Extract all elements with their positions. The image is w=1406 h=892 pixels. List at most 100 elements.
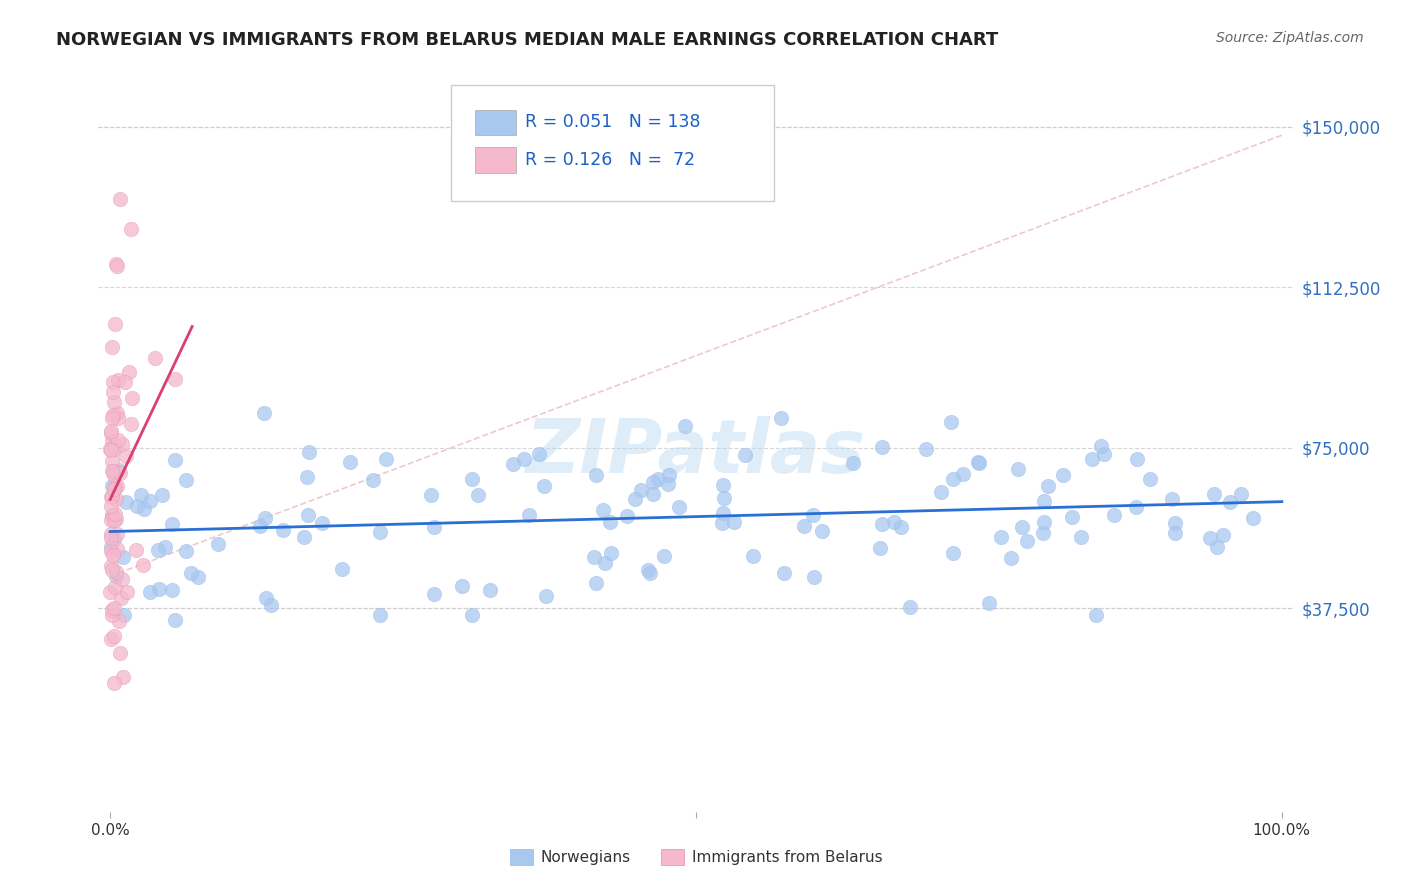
Point: [107, 410, 129, 425]
Point: [187, 570, 209, 584]
Point: [132, 502, 155, 516]
Point: [1011, 520, 1033, 534]
Point: [139, 494, 162, 508]
Point: [890, 520, 912, 534]
Point: [1036, 479, 1059, 493]
Point: [536, 589, 558, 603]
Point: [114, 375, 136, 389]
Point: [479, 583, 502, 598]
Point: [254, 591, 277, 605]
Text: Source: ZipAtlas.com: Source: ZipAtlas.com: [1216, 31, 1364, 45]
Point: [125, 499, 148, 513]
Point: [914, 442, 936, 456]
Point: [100, 426, 122, 441]
Point: [253, 406, 276, 420]
Point: [793, 519, 815, 533]
Point: [100, 425, 122, 439]
Point: [105, 259, 128, 273]
Point: [103, 408, 125, 422]
Point: [100, 442, 122, 457]
Point: [103, 532, 125, 546]
Point: [929, 484, 952, 499]
Point: [1212, 528, 1234, 542]
Point: [100, 490, 122, 504]
Point: [100, 541, 122, 555]
Point: [143, 351, 166, 365]
Point: [180, 566, 202, 581]
Point: [103, 676, 125, 690]
Point: [107, 614, 129, 628]
Point: [298, 445, 321, 459]
Point: [592, 503, 614, 517]
Point: [361, 473, 384, 487]
Point: [125, 542, 148, 557]
Point: [115, 584, 138, 599]
Point: [711, 516, 734, 530]
Point: [1202, 487, 1225, 501]
Point: [461, 607, 484, 622]
Point: [155, 540, 177, 554]
Point: [423, 520, 446, 534]
Point: [100, 489, 122, 503]
Point: [100, 544, 122, 558]
Point: [668, 500, 690, 514]
Point: [100, 531, 122, 545]
Point: [368, 524, 391, 539]
Point: [772, 566, 794, 581]
Point: [1052, 468, 1074, 483]
Point: [600, 546, 623, 560]
Point: [174, 544, 197, 558]
Point: [207, 537, 229, 551]
Point: [585, 467, 607, 482]
Point: [104, 512, 127, 526]
Text: NORWEGIAN VS IMMIGRANTS FROM BELARUS MEDIAN MALE EARNINGS CORRELATION CHART: NORWEGIAN VS IMMIGRANTS FROM BELARUS MED…: [56, 31, 998, 49]
Point: [129, 488, 152, 502]
Point: [641, 475, 664, 489]
Point: [1219, 495, 1241, 509]
Point: [647, 472, 669, 486]
Point: [658, 468, 681, 483]
Point: [723, 516, 745, 530]
Text: R = 0.126   N =  72: R = 0.126 N = 72: [524, 151, 695, 169]
Point: [131, 558, 153, 572]
Point: [1000, 551, 1022, 566]
Point: [101, 602, 124, 616]
Point: [162, 583, 184, 598]
Point: [630, 483, 652, 498]
Point: [103, 438, 125, 452]
Point: [100, 442, 122, 456]
Point: [103, 394, 125, 409]
Point: [100, 499, 122, 513]
Point: [969, 456, 991, 470]
Point: [121, 391, 143, 405]
Point: [271, 523, 294, 537]
Point: [120, 222, 142, 236]
Point: [898, 600, 921, 615]
Point: [101, 563, 124, 577]
Point: [1125, 500, 1147, 515]
Point: [939, 415, 962, 429]
Point: [100, 632, 122, 647]
Point: [1199, 531, 1222, 545]
Point: [101, 508, 124, 523]
Point: [105, 491, 128, 506]
Point: [148, 582, 170, 596]
Point: [104, 442, 127, 456]
Point: [108, 646, 131, 660]
Point: [162, 516, 184, 531]
Point: [952, 467, 974, 482]
Point: [1206, 540, 1229, 554]
Point: [103, 468, 125, 483]
Point: [1032, 494, 1054, 508]
Point: [467, 488, 489, 502]
Point: [120, 417, 142, 432]
FancyBboxPatch shape: [451, 85, 773, 201]
Point: [107, 373, 129, 387]
Point: [101, 548, 124, 562]
Point: [111, 670, 134, 684]
Point: [101, 607, 124, 622]
Point: [1062, 509, 1084, 524]
Point: [641, 487, 664, 501]
Point: [1102, 508, 1125, 522]
Point: [1126, 452, 1149, 467]
